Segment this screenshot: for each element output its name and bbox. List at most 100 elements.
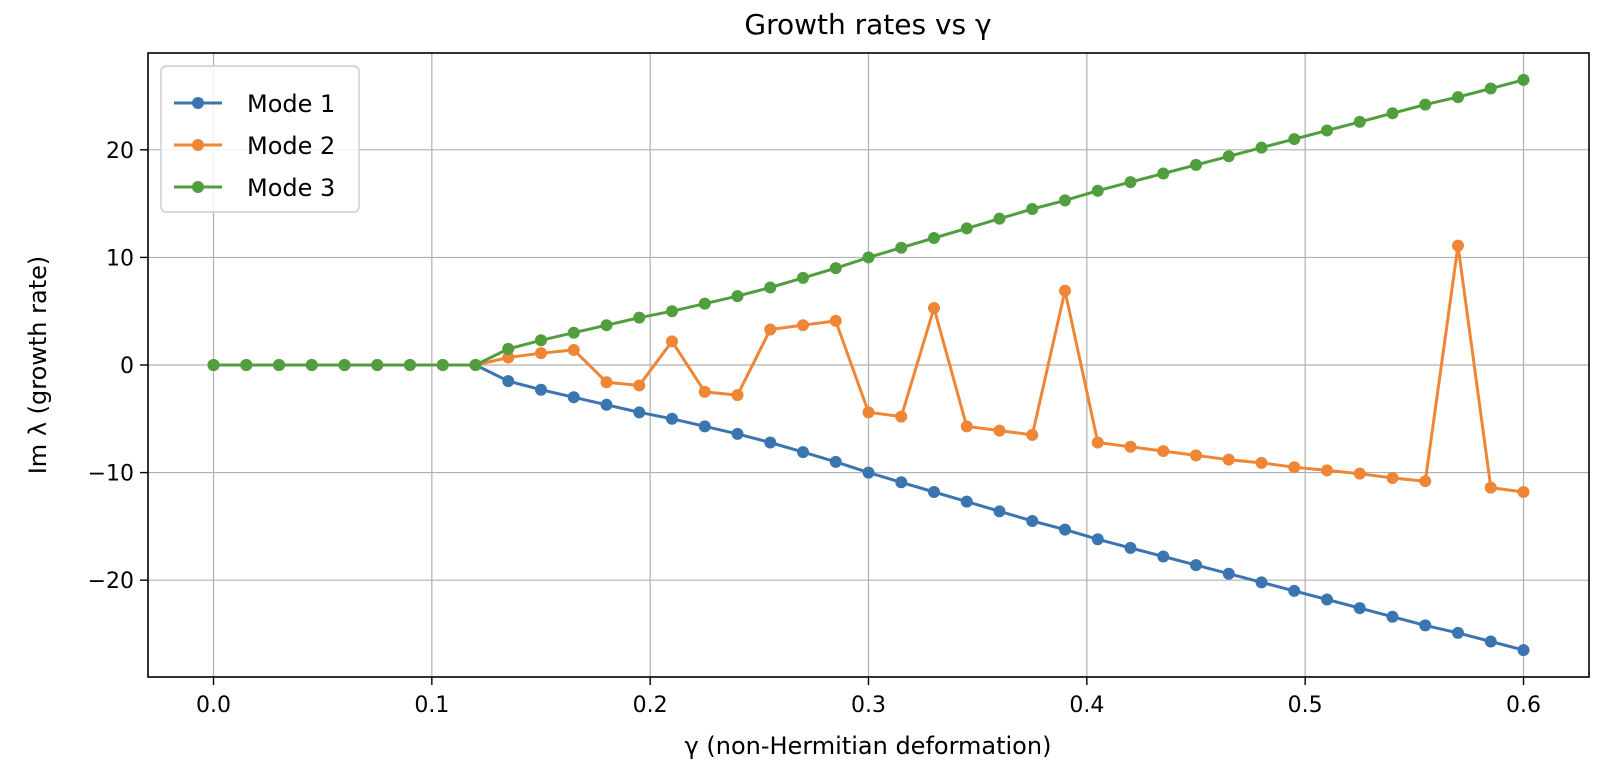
data-point [502,351,515,364]
data-point [1255,456,1268,469]
data-point [993,212,1006,225]
data-point [1157,550,1170,563]
x-tick-label: 0.1 [414,693,449,718]
data-point [928,485,940,498]
x-tick-label: 0.5 [1288,693,1323,718]
data-point [240,359,253,371]
data-point [1026,515,1039,527]
data-point [1124,176,1137,189]
legend-label: Mode 3 [247,174,335,202]
data-point [469,359,482,371]
data-point [1386,610,1399,623]
data-point [1386,107,1399,120]
legend-marker [192,97,204,109]
data-point [1059,523,1071,536]
data-point [600,376,613,389]
legend-item: Mode 3 [174,174,335,202]
data-point [436,359,449,371]
data-point [1026,203,1039,215]
data-point [1222,567,1235,580]
data-point [862,251,875,264]
data-point [1091,436,1104,449]
data-point [502,375,515,388]
data-point [895,476,908,489]
data-point [698,385,711,398]
data-point [535,383,547,396]
y-tick-label: −20 [88,569,134,594]
data-point [1288,461,1301,474]
data-point [207,359,220,371]
data-point [764,323,777,336]
data-point [731,290,744,303]
data-point [797,271,809,284]
data-point [698,297,711,310]
data-point [1288,133,1301,146]
data-point [1124,541,1137,554]
axis-ticks: 0.0 0.1 0.2 0.3 0.4 0.5 0.6 −20 −10 0 10 20 [88,139,1541,718]
data-point [1222,150,1235,163]
x-tick-label: 0.2 [633,693,668,718]
x-tick-label: 0.3 [851,693,886,718]
data-point [1321,124,1333,137]
data-point [1190,158,1202,171]
data-point [797,319,809,332]
data-point [764,436,777,449]
data-point [1157,445,1170,458]
data-point [1353,602,1366,615]
data-point [633,379,646,392]
data-point [1419,98,1432,111]
data-point [1517,73,1530,86]
data-point [1452,239,1464,252]
data-point [764,281,777,294]
legend-marker [192,139,204,151]
series-3 [207,73,1530,371]
data-point [1157,167,1170,180]
data-point [666,335,678,348]
data-point [1452,626,1464,639]
data-point [895,241,908,254]
data-point [567,391,580,404]
data-point [666,412,678,425]
legend-label: Mode 1 [247,90,335,118]
data-point [1517,485,1530,498]
y-tick-label: 20 [106,139,134,164]
data-point [567,343,580,356]
data-point [1484,82,1497,95]
data-point [305,359,318,371]
data-point [1255,141,1268,154]
data-point [960,495,973,508]
legend-item: Mode 2 [174,132,335,160]
data-point [698,420,711,433]
y-tick-label: −10 [88,462,134,487]
data-point [1124,440,1137,453]
data-point [1517,644,1530,657]
data-point [371,359,384,371]
data-point [502,342,515,355]
data-point [1321,593,1333,606]
data-point [731,389,744,402]
data-point [1059,194,1071,207]
data-point [993,505,1006,518]
data-point [928,301,940,314]
data-point [1026,428,1039,441]
data-point [1386,471,1399,484]
data-point [600,398,613,411]
data-point [338,359,351,371]
data-point [535,334,547,347]
data-point [666,305,678,318]
y-tick-label: 10 [106,246,134,271]
series-2 [207,239,1530,498]
data-point [797,446,809,459]
y-tick-label: 0 [120,354,134,379]
legend: Mode 1 Mode 2 Mode 3 [160,65,360,213]
data-point [1190,449,1202,462]
data-point [633,406,646,419]
legend-marker [192,181,204,193]
data-point [535,347,547,360]
legend-label: Mode 2 [247,132,335,160]
data-point [1484,481,1497,494]
data-point [1255,576,1268,589]
data-point [1419,475,1432,488]
data-point [1353,115,1366,128]
